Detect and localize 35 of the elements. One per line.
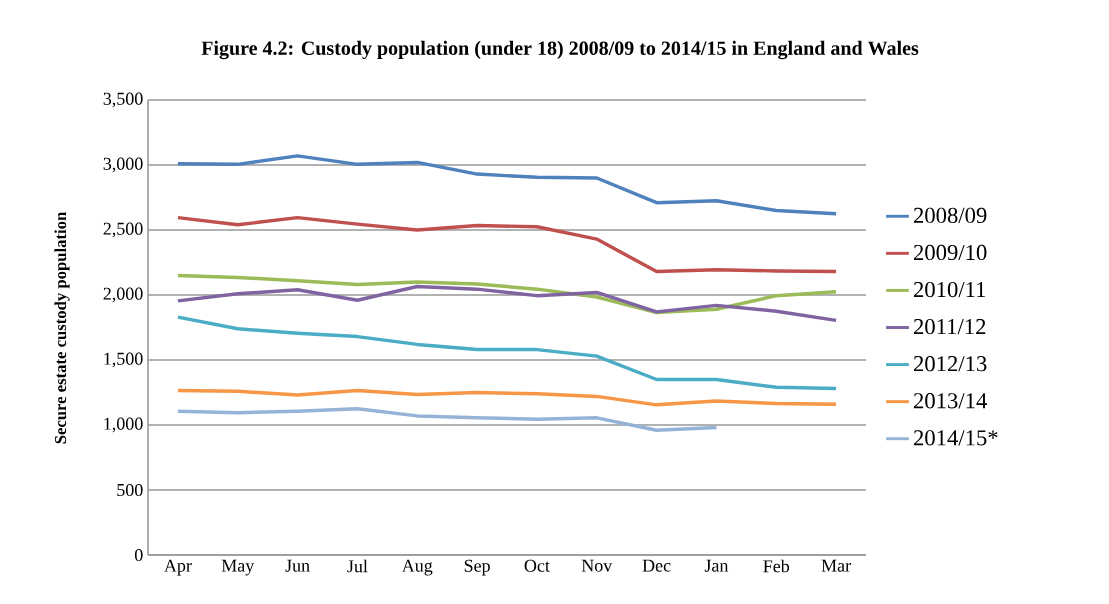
x-tick-label: Aug bbox=[401, 559, 433, 576]
legend-label: 2008/09 bbox=[914, 207, 987, 224]
chart-title: Figure 4.2: Custody population (under 18) 2008/09 to 2014/15 in England and Wales bbox=[201, 40, 919, 60]
y-tick-label: 500 bbox=[117, 483, 143, 497]
x-tick-label: Oct bbox=[524, 559, 550, 572]
x-tick-label: Mar bbox=[821, 559, 851, 572]
line-series bbox=[176, 154, 838, 216]
line-series bbox=[176, 388, 838, 407]
x-tick-label: Dec bbox=[642, 559, 671, 572]
line-series bbox=[176, 284, 838, 323]
x-tick-label: Apr bbox=[164, 559, 192, 576]
x-tick-label: Nov bbox=[581, 559, 613, 572]
legend-label: 2009/10 bbox=[914, 244, 987, 261]
line-series bbox=[176, 315, 838, 391]
x-tick-label: Jul bbox=[347, 559, 368, 573]
y-tick-label: 3,500 bbox=[103, 92, 143, 108]
legend-label: 2010/11 bbox=[914, 281, 986, 298]
x-tick-label: May bbox=[221, 559, 255, 576]
y-tick-label: 3,000 bbox=[103, 157, 143, 173]
x-tick-label: Jan bbox=[704, 559, 729, 572]
x-tick-label: Sep bbox=[464, 559, 490, 576]
y-tick-label: 2,500 bbox=[103, 222, 143, 238]
line-series bbox=[176, 407, 719, 432]
y-tick-label: 0 bbox=[134, 548, 143, 562]
legend-label: 2013/14 bbox=[914, 393, 987, 409]
legend-label: 2014/15* bbox=[914, 430, 998, 446]
y-tick-label: 1,500 bbox=[104, 352, 143, 368]
legend-label: 2011/12 bbox=[914, 318, 986, 335]
y-tick-label: 1,000 bbox=[104, 417, 143, 433]
x-tick-label: Jun bbox=[285, 559, 310, 572]
y-tick-label: 2,000 bbox=[103, 287, 143, 303]
x-tick-label: Feb bbox=[763, 559, 790, 573]
y-axis-title: Secure estate custody population bbox=[54, 211, 70, 444]
line-series bbox=[176, 215, 838, 274]
legend-label: 2012/13 bbox=[914, 356, 987, 372]
